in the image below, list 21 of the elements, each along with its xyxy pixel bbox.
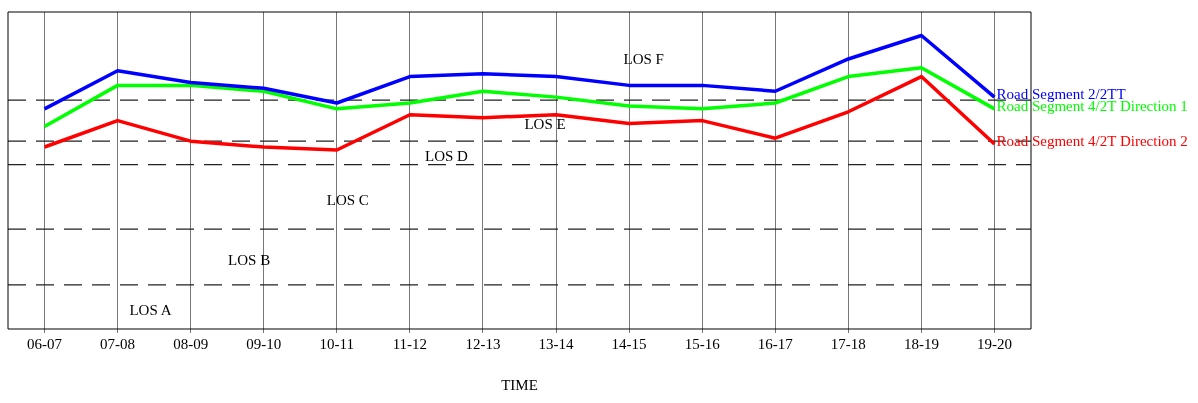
x-tick-label: 17-18: [830, 335, 866, 352]
x-tick-label: 07-08: [100, 335, 136, 352]
x-tick-label: 16-17: [757, 335, 794, 352]
annotation: LOS E: [524, 115, 566, 132]
x-tick-label: 09-10: [246, 335, 282, 352]
annotation: LOS C: [326, 191, 369, 208]
x-tick-label: 11-12: [392, 335, 428, 352]
x-tick-label: 10-11: [319, 335, 355, 352]
annotation: LOS B: [228, 252, 271, 269]
x-axis-title: TIME: [501, 376, 538, 393]
x-tick-label: 08-09: [173, 335, 209, 352]
x-tick-label: 06-07: [27, 335, 63, 352]
annotation: LOS A: [129, 301, 172, 318]
annotation: LOS F: [623, 50, 664, 67]
x-tick-label: 18-19: [903, 335, 939, 352]
x-tick-label: 12-13: [465, 335, 501, 352]
x-tick-label: 14-15: [611, 335, 647, 352]
x-tick-label: 19-20: [976, 335, 1012, 352]
x-tick-label: 15-16: [684, 335, 721, 352]
annotation: LOS D: [424, 147, 469, 164]
x-tick-label: 13-14: [538, 335, 575, 352]
